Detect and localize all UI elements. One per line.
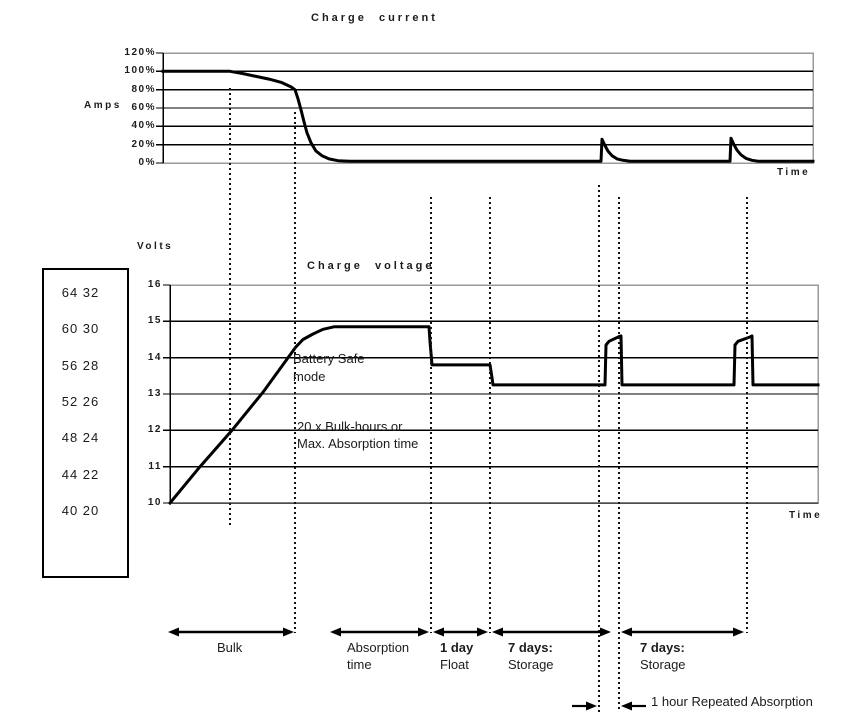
phase-arrow-storage-1-right-head (600, 627, 611, 637)
time-axis-label-top: Time (777, 167, 811, 178)
voltage-pair-row: 44 22 (61, 466, 100, 482)
chart-title-charge-current: Charge current (311, 12, 438, 24)
voltage-conversion-panel: 64 32 60 30 56 28 52 26 48 24 44 22 40 20 (42, 268, 129, 578)
voltage-pair-row: 56 28 (61, 357, 100, 373)
time-axis-label-bottom: Time (789, 510, 823, 521)
max-absorption-time-note: 20 x Bulk-hours or Max. Absorption time (297, 419, 419, 451)
repeated-absorption-arrow-left-head (621, 701, 632, 711)
voltage-pair-row: 64 32 (61, 285, 100, 300)
voltage-pair-row: 48 24 (61, 430, 100, 446)
phase-arrow-absorption-left-head (330, 627, 341, 637)
repeated-absorption-note: 1 hour Repeated Absorption (651, 694, 813, 709)
phase-arrow-float-right-head (477, 627, 488, 637)
phase-arrow-bulk-left-head (168, 627, 179, 637)
phase-arrow-bulk-right-head (283, 627, 294, 637)
chart-title-charge-voltage: Charge voltage (307, 260, 435, 272)
voltage-pair-row: 52 26 (61, 394, 100, 409)
voltage-pair-row: 60 30 (61, 321, 100, 337)
phase-arrow-storage-1-left-head (492, 627, 503, 637)
phase-arrow-absorption-right-head (418, 627, 429, 637)
phase-arrow-float-left-head (433, 627, 444, 637)
volts-axis-label: Volts (137, 241, 174, 252)
voltage-pair-row: 40 20 (61, 503, 100, 518)
charge-current-percent-curve (161, 69, 815, 163)
phase-arrow-storage-2-right-head (733, 627, 744, 637)
phase-arrow-storage-2-left-head (621, 627, 632, 637)
amps-axis-label: Amps (84, 100, 122, 111)
repeated-absorption-arrow-right-head (586, 701, 597, 711)
battery-safe-mode-note: Battery Safe mode (293, 351, 365, 384)
charge-voltage-volts-curve (167, 325, 820, 506)
